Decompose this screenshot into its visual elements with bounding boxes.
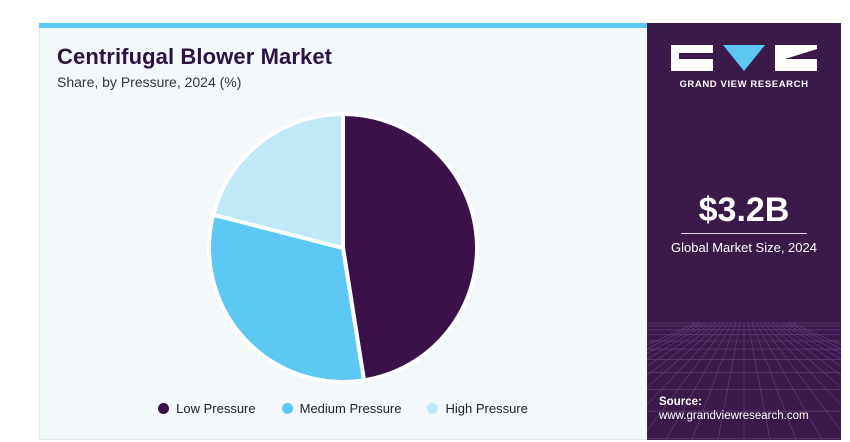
legend: Low Pressure Medium Pressure High Pressu… xyxy=(0,401,686,416)
source-heading: Source: xyxy=(659,396,702,408)
chart-title: Centrifugal Blower Market xyxy=(57,44,333,69)
decorative-grid xyxy=(647,322,841,440)
pie-chart xyxy=(207,112,479,384)
legend-swatch xyxy=(281,403,293,414)
market-size-value: $3.2B xyxy=(698,191,790,229)
pie-slice-high-pressure xyxy=(211,112,345,250)
brand-name: GRAND VIEW RESEARCH xyxy=(679,79,809,90)
pie-slice-medium-pressure xyxy=(207,212,366,384)
source-url: www.grandviewresearch.com xyxy=(659,410,809,422)
legend-item-low-pressure: Low Pressure xyxy=(158,401,256,416)
source-note: Source: www.grandviewresearch.com xyxy=(659,395,809,423)
accent-bar xyxy=(39,23,647,28)
legend-label: High Pressure xyxy=(445,401,528,416)
divider xyxy=(681,233,807,234)
legend-swatch xyxy=(427,403,439,414)
legend-label: Low Pressure xyxy=(176,401,256,416)
legend-item-medium-pressure: Medium Pressure xyxy=(281,401,402,416)
legend-swatch xyxy=(158,403,170,414)
legend-item-high-pressure: High Pressure xyxy=(427,401,528,416)
market-size-label: Global Market Size, 2024 xyxy=(671,240,817,255)
legend-label: Medium Pressure xyxy=(299,401,402,416)
chart-subtitle: Share, by Pressure, 2024 (%) xyxy=(57,74,242,90)
grand-view-research-logo-icon xyxy=(671,45,817,71)
pie-slice-low-pressure xyxy=(341,112,479,383)
sidebar-panel: GRAND VIEW RESEARCH $3.2B Global Market … xyxy=(647,23,841,440)
